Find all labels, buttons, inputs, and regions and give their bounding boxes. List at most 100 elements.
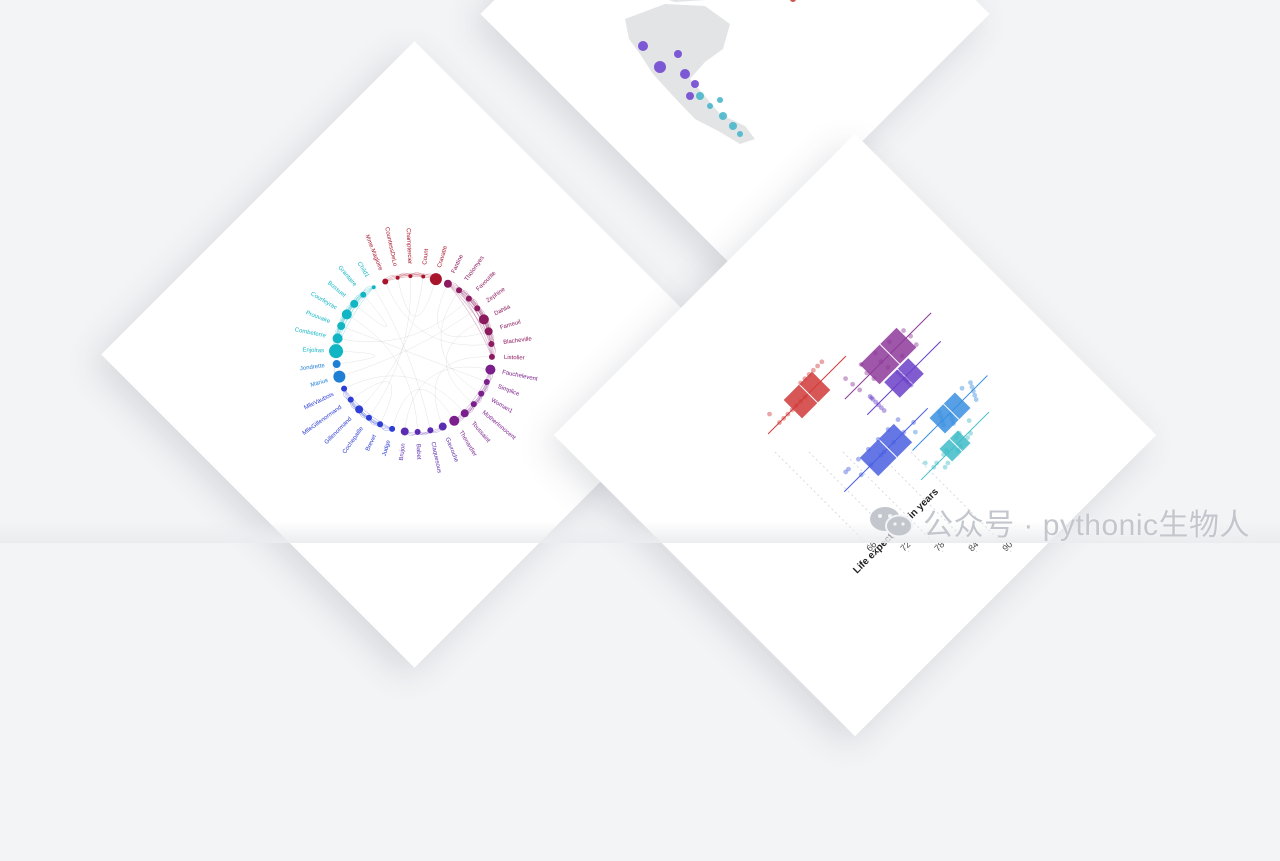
data-point: [899, 353, 905, 359]
map-bubble: [686, 92, 694, 100]
link: [437, 283, 489, 338]
node-label: Bossuet: [326, 280, 347, 299]
link: [373, 287, 431, 431]
data-point: [843, 469, 849, 475]
box: [843, 312, 932, 400]
link: [464, 381, 488, 414]
data-point: [908, 333, 914, 339]
box-rect: [859, 423, 913, 477]
node: [488, 340, 495, 347]
data-point: [951, 421, 956, 427]
box: [920, 411, 990, 481]
node: [421, 274, 426, 279]
node: [377, 421, 384, 428]
median-line: [798, 384, 818, 404]
node-label: Claquesous: [429, 441, 442, 473]
data-point: [972, 392, 978, 398]
median-line: [943, 403, 960, 420]
data-point: [939, 418, 945, 424]
data-point: [870, 396, 876, 402]
link: [477, 308, 492, 344]
data-point: [885, 427, 891, 432]
greenland-land: [668, 0, 705, 3]
data-point: [850, 381, 856, 387]
node: [485, 364, 496, 375]
node-label: Thenardier: [457, 430, 477, 458]
data-point: [781, 415, 787, 421]
map-bubble: [729, 122, 737, 130]
box-rect: [929, 392, 971, 434]
box: [866, 340, 942, 416]
data-point: [891, 439, 897, 445]
map-bubble: [719, 112, 727, 121]
node: [341, 385, 348, 392]
map-bubble: [717, 96, 723, 103]
data-point: [948, 412, 954, 418]
box: [912, 375, 988, 451]
node-label: MlleVaubois: [303, 392, 335, 412]
data-point: [856, 456, 861, 462]
node: [449, 415, 460, 426]
data-point: [956, 430, 962, 436]
node: [395, 275, 400, 280]
node: [365, 414, 372, 421]
link: [337, 286, 374, 339]
node: [371, 285, 376, 290]
link: [385, 281, 492, 346]
node: [478, 314, 489, 325]
data-point: [881, 408, 887, 413]
data-point: [806, 372, 812, 377]
box-rect: [783, 371, 831, 419]
node: [429, 273, 442, 286]
link: [468, 298, 493, 357]
data-point: [958, 443, 964, 449]
node-label: Count: [422, 248, 430, 265]
node-label: Blacheville: [503, 336, 533, 346]
node-label: Courfeyrac: [309, 291, 337, 311]
node: [483, 378, 490, 385]
data-point: [802, 376, 808, 382]
map-bubble: [696, 92, 704, 101]
data-point: [872, 350, 878, 356]
watermark: 公众号 · pythonic生物人: [867, 500, 1250, 544]
data-point: [881, 449, 887, 455]
data-point: [798, 398, 804, 404]
data-point: [789, 407, 795, 413]
data-point: [944, 447, 949, 453]
data-point: [815, 363, 821, 369]
network-card: Mme.Magloire CountessDeLo Champtercier Coun…: [101, 41, 728, 668]
node-label: Brujon: [399, 443, 407, 461]
box: [843, 407, 929, 493]
watermark-text: 公众号 · pythonic生物人: [923, 509, 1250, 542]
data-point: [969, 384, 975, 390]
node-label: Dahlia: [494, 304, 513, 317]
node: [400, 427, 409, 436]
node-label: Child1: [356, 261, 370, 279]
node: [470, 401, 477, 408]
data-point: [941, 452, 947, 457]
data-point: [949, 416, 955, 422]
node-label: Cochepaille: [342, 426, 365, 456]
data-point: [843, 376, 848, 382]
map-bubble: [691, 79, 699, 89]
data-point: [767, 411, 772, 417]
node: [427, 427, 434, 434]
data-point: [898, 372, 904, 378]
link: [341, 325, 487, 383]
box: [767, 355, 847, 435]
link: [358, 276, 424, 410]
data-point: [895, 369, 901, 375]
data-point: [878, 452, 884, 458]
data-point: [785, 411, 791, 417]
node-label: Jondrette: [300, 363, 326, 372]
node-label: Gavroche: [444, 437, 459, 464]
data-point: [869, 395, 874, 401]
link: [447, 283, 492, 345]
gridline: [842, 451, 944, 553]
data-point: [798, 380, 804, 386]
data-point: [968, 430, 973, 436]
data-point: [938, 414, 944, 419]
data-point: [868, 462, 874, 468]
